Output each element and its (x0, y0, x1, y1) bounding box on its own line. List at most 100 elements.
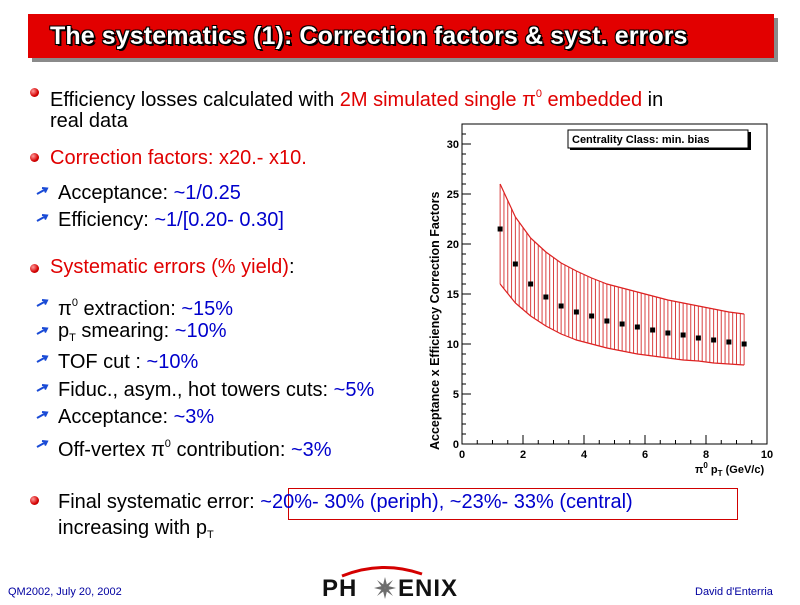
y-tick-label: 20 (447, 239, 459, 251)
sub-fiducial-cuts: Fiduc., asym., hot towers cuts: ~5% (58, 378, 374, 402)
text: : (288, 256, 295, 278)
y-tick-label: 25 (447, 189, 459, 201)
text: Efficiency losses calculated with (50, 89, 340, 111)
text: Acceptance: (58, 182, 174, 204)
data-point (497, 226, 503, 232)
text: Final systematic error: (58, 491, 261, 513)
band-upper-edge (499, 183, 745, 315)
phenix-logo-icon (341, 566, 423, 599)
superscript: 0 (164, 438, 171, 450)
x-label-pi: π (695, 464, 704, 476)
text-highlight: Systematic errors (% yield) (50, 256, 289, 278)
data-point (512, 261, 518, 267)
logo-text-right: ENIX (398, 575, 459, 602)
legend-text: Centrality Class: min. bias (572, 134, 710, 146)
value: ~20%- 30% (periph), ~23%- 33% (central) (260, 491, 633, 513)
text: Fiduc., asym., hot towers cuts: (58, 379, 334, 401)
footer-author: David d'Enterria (695, 586, 773, 598)
bullet-final-error: Final systematic error: ~20%- 30% (perip… (58, 490, 633, 514)
text: TOF cut : (58, 351, 147, 373)
data-point (543, 294, 549, 300)
bullet-icon (30, 264, 39, 273)
slide-title: The systematics (1): Correction factors … (50, 22, 688, 50)
axis-ticks: 0 2 4 6 8 10 0 5 10 15 20 25 30 (447, 123, 773, 461)
sub-off-vertex: Off-vertex π0 contribution: ~3% (58, 432, 332, 462)
x-axis-label: π0 pT (GeV/c) (695, 461, 764, 478)
superscript: 0 (71, 297, 78, 309)
text: increasing with p (58, 517, 207, 539)
x-label-unit: (GeV/c) (723, 464, 765, 476)
bullet-final-line2: increasing with pT (58, 516, 214, 547)
data-point (711, 337, 717, 343)
text: p (58, 320, 70, 342)
x-tick-label: 10 (761, 449, 773, 461)
logo-text-left: PH (322, 575, 358, 602)
data-point (650, 327, 656, 333)
text: contribution: (170, 439, 291, 461)
title-bar: The systematics (1): Correction factors … (28, 14, 774, 58)
text: π (58, 298, 72, 320)
footer-date: QM2002, July 20, 2002 (8, 586, 122, 598)
sub-acceptance: Acceptance: ~1/0.25 (58, 181, 241, 205)
arrow-icon (36, 411, 49, 419)
data-point (619, 321, 625, 327)
bullet-icon (30, 153, 39, 162)
text: Acceptance: (58, 406, 174, 428)
sub-pt-smearing: pT smearing: ~10% (58, 319, 227, 350)
bullet-efficiency: Efficiency losses calculated with 2M sim… (50, 82, 663, 112)
text: smearing: (75, 320, 175, 342)
data-point (589, 313, 595, 319)
bullet-efficiency-line2: real data (50, 110, 128, 132)
data-point (695, 335, 701, 341)
data-point (558, 303, 564, 309)
data-point (726, 339, 732, 345)
data-point (528, 281, 534, 287)
data-point (634, 324, 640, 330)
data-point (680, 332, 686, 338)
arrow-icon (36, 187, 49, 195)
x-label-sup: 0 (703, 461, 708, 470)
data-points (497, 226, 747, 347)
sub-tof-cut: TOF cut : ~10% (58, 350, 198, 374)
value: ~1/[0.20- 0.30] (154, 209, 284, 231)
bullet-correction-factors: Correction factors: x20.- x10. (50, 147, 307, 169)
bullet-systematic-errors: Systematic errors (% yield): (50, 255, 295, 279)
value: ~10% (146, 351, 199, 373)
value: ~1/0.25 (173, 182, 241, 204)
text-highlight: embedded (542, 89, 643, 111)
arrow-icon (36, 384, 49, 392)
subscript: T (206, 529, 214, 541)
x-label-sub: T (718, 469, 723, 478)
legend-box: Centrality Class: min. bias (567, 129, 751, 150)
y-tick-label: 5 (453, 389, 459, 401)
data-point (741, 341, 747, 347)
x-tick-label: 4 (581, 449, 588, 461)
bullet-icon (30, 88, 39, 97)
phenix-logo: PH ENIX (322, 564, 457, 602)
value: ~15% (181, 298, 234, 320)
sub-pi0-extraction: π0 extraction: ~15% (58, 291, 233, 321)
bullet-icon (30, 496, 39, 505)
text: in (642, 89, 664, 111)
text: Off-vertex π (58, 439, 165, 461)
x-tick-label: 6 (642, 449, 648, 461)
x-tick-label: 0 (459, 449, 465, 461)
x-label-p: p (708, 464, 718, 476)
final-value-box (288, 488, 738, 520)
data-point (573, 309, 579, 315)
y-tick-label: 15 (447, 289, 459, 301)
y-tick-label: 0 (453, 439, 459, 451)
arrow-icon (36, 299, 49, 307)
sub-acceptance-syst: Acceptance: ~3% (58, 405, 214, 429)
arrow-icon (36, 327, 49, 335)
data-point (604, 318, 610, 324)
y-axis-label: Acceptance x Efficiency Correction Facto… (428, 192, 442, 450)
arrow-icon (36, 214, 49, 222)
arrow-icon (36, 440, 49, 448)
error-band (499, 183, 745, 366)
value: ~3% (291, 439, 332, 461)
correction-factor-chart: 0 2 4 6 8 10 0 5 10 15 20 25 30 Acceptance x Efficie… (428, 123, 773, 478)
sub-efficiency: Efficiency: ~1/[0.20- 0.30] (58, 208, 284, 232)
y-tick-label: 30 (447, 139, 459, 151)
value: ~5% (333, 379, 375, 401)
